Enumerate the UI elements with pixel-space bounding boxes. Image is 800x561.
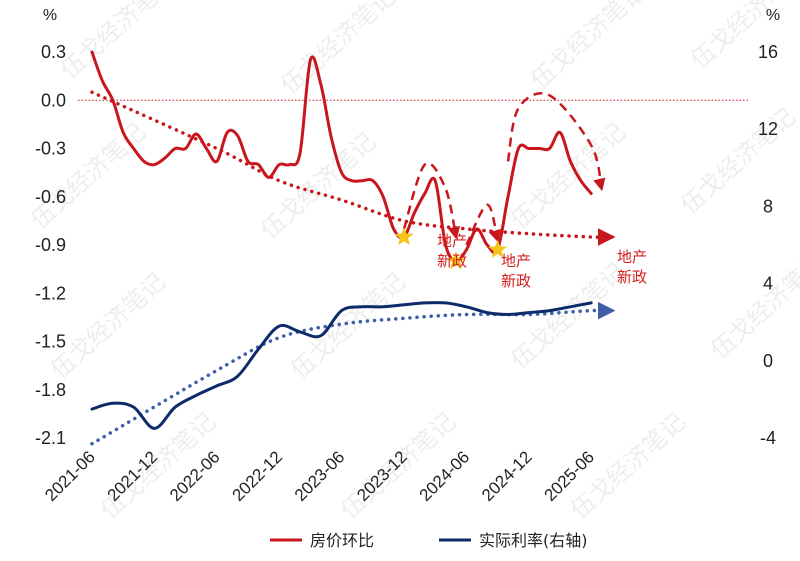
- annotation-line2: 新政: [437, 252, 467, 270]
- left-axis-tick: -0.6: [35, 187, 66, 207]
- right-axis-tick: 0: [763, 351, 773, 371]
- projection-arrow: [506, 92, 606, 192]
- left-axis-unit: %: [43, 7, 57, 24]
- watermark-text: 伍戈经济笔记: [275, 0, 401, 99]
- right-axis-tick: 8: [763, 196, 773, 216]
- policy-star-marker: [394, 227, 414, 245]
- left-axis-tick: 0.0: [41, 90, 66, 110]
- watermark-text: 伍戈经济笔记: [285, 267, 411, 384]
- watermark-text: 伍戈经济笔记: [25, 117, 151, 234]
- right-axis-tick: 16: [758, 42, 778, 62]
- watermark-text: 伍戈经济笔记: [525, 0, 651, 94]
- x-axis: 2021-06 2021-12 2022-06 2022-12 2023-06 2023-…: [41, 447, 598, 505]
- x-axis-tick: 2023-06: [291, 447, 349, 505]
- legend: 房价环比 实际利率(右轴): [270, 531, 588, 550]
- left-axis-tick: 0.3: [41, 42, 66, 62]
- left-axis-tick: -2.1: [35, 428, 66, 448]
- annotation-line2: 新政: [501, 272, 531, 290]
- plot-area: [90, 50, 616, 446]
- left-axis-tick: -1.2: [35, 283, 66, 303]
- x-axis-tick: 2021-06: [41, 447, 99, 505]
- left-axis: 0.3 0.0 -0.3 -0.6 -0.9 -1.2 -1.5 -1.8 -2.1: [35, 42, 66, 448]
- left-axis-tick: -0.3: [35, 139, 66, 159]
- right-axis-tick: 4: [763, 274, 773, 294]
- projection-arrow: [465, 203, 501, 246]
- legend-label: 实际利率(右轴): [479, 531, 588, 550]
- house-price-trend-line: [90, 90, 616, 246]
- watermark-text: 伍戈经济笔记: [505, 117, 631, 234]
- left-axis-tick: -1.8: [35, 380, 66, 400]
- policy-star-marker: [446, 251, 466, 270]
- watermark-text: 伍戈经济笔记: [255, 127, 381, 244]
- right-axis: 16 12 8 4 0 -4: [758, 42, 778, 448]
- annotation-line1: 地产: [501, 252, 531, 270]
- legend-label: 房价环比: [310, 531, 374, 550]
- watermark-text: 伍戈经济笔记: [55, 0, 181, 84]
- x-axis-tick: 2022-12: [228, 447, 286, 505]
- rate-trend-line: [90, 301, 616, 446]
- right-axis-unit: %: [766, 7, 780, 24]
- right-axis-tick: 12: [758, 119, 778, 139]
- annotation-line2: 新政: [617, 268, 647, 286]
- left-axis-tick: -1.5: [35, 332, 66, 352]
- x-axis-tick: 2024-12: [478, 447, 536, 505]
- policy-star-marker: [488, 239, 508, 258]
- annotation-line1: 地产: [617, 248, 647, 266]
- watermark-text: 伍戈经济笔记: [675, 102, 800, 219]
- watermark-text: 伍戈经济笔记: [685, 0, 800, 74]
- watermark-text: 伍戈经济笔记: [705, 247, 800, 364]
- annotation-line1: 地产: [437, 232, 467, 250]
- right-axis-tick: -4: [760, 428, 776, 448]
- real-rate-line: [90, 301, 593, 430]
- left-axis-tick: -0.9: [35, 235, 66, 255]
- house-price-line: [90, 50, 593, 263]
- projection-arrow: [402, 161, 461, 240]
